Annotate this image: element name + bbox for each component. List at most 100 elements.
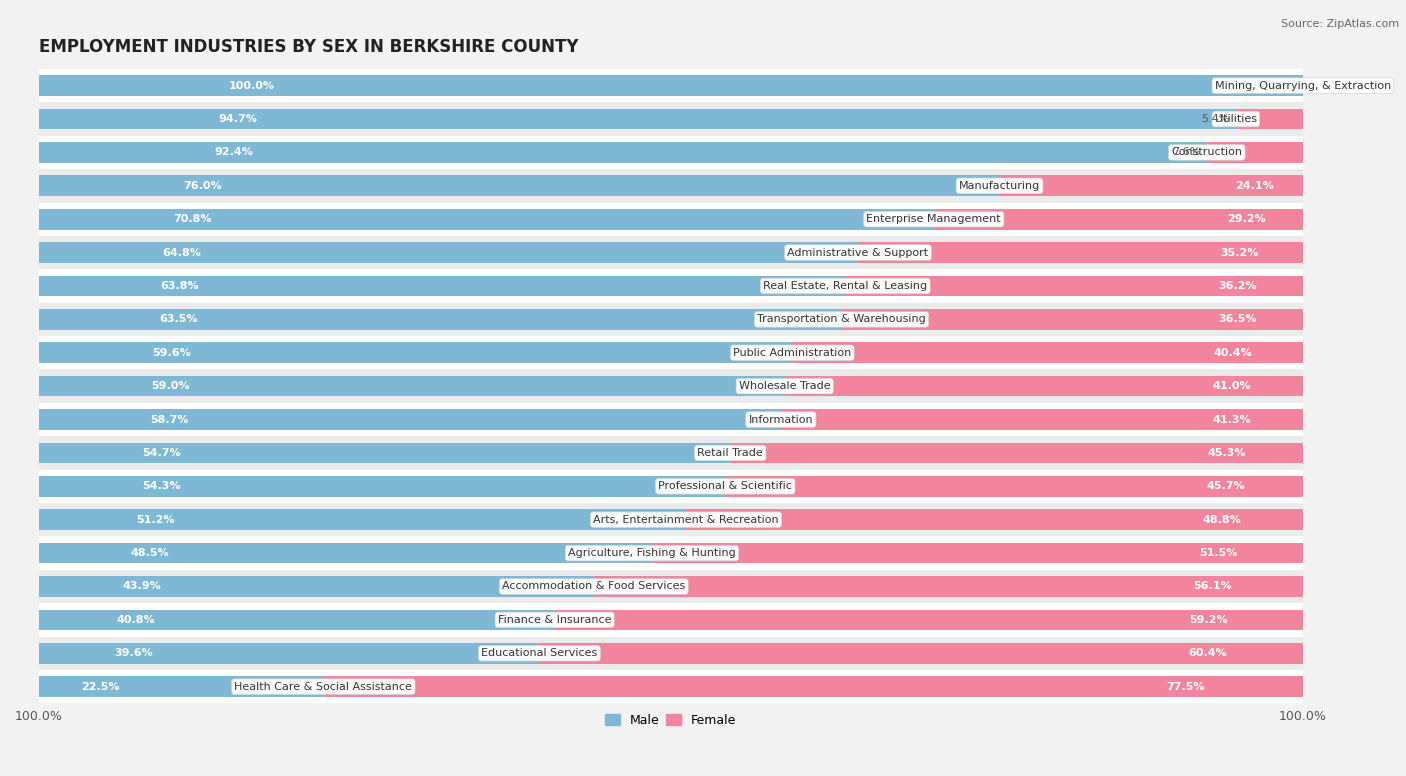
Bar (39, 476, 725, 497)
Text: Manufacturing: Manufacturing (959, 181, 1040, 191)
Bar (39, 542, 652, 563)
Bar (39, 570, 1303, 603)
Text: 56.1%: 56.1% (1194, 581, 1232, 591)
Text: 100.0%: 100.0% (229, 81, 274, 91)
Bar (39, 269, 1303, 303)
Bar (652, 542, 1303, 563)
Text: 63.8%: 63.8% (160, 281, 198, 291)
Bar (858, 242, 1303, 263)
Text: 51.2%: 51.2% (136, 514, 174, 525)
Bar (39, 609, 554, 630)
Text: Administrative & Support: Administrative & Support (787, 248, 928, 258)
Text: 7.6%: 7.6% (1173, 147, 1201, 158)
Text: 29.2%: 29.2% (1227, 214, 1265, 224)
Text: 40.8%: 40.8% (117, 615, 155, 625)
Text: Transportation & Warehousing: Transportation & Warehousing (758, 314, 927, 324)
Bar (780, 409, 1303, 430)
Text: 51.5%: 51.5% (1199, 548, 1237, 558)
Bar (39, 69, 1303, 102)
Bar (39, 309, 842, 330)
Bar (39, 175, 1000, 196)
Text: EMPLOYMENT INDUSTRIES BY SEX IN BERKSHIRE COUNTY: EMPLOYMENT INDUSTRIES BY SEX IN BERKSHIR… (39, 38, 578, 57)
Bar (540, 643, 1303, 663)
Text: 35.2%: 35.2% (1220, 248, 1258, 258)
Bar (39, 275, 845, 296)
Text: Finance & Insurance: Finance & Insurance (498, 615, 612, 625)
Text: Real Estate, Rental & Leasing: Real Estate, Rental & Leasing (763, 281, 928, 291)
Bar (39, 369, 1303, 403)
Bar (39, 442, 730, 463)
Bar (934, 209, 1303, 230)
Bar (845, 275, 1303, 296)
Bar (39, 503, 1303, 536)
Text: 54.3%: 54.3% (142, 481, 180, 491)
Bar (39, 169, 1303, 203)
Text: 40.4%: 40.4% (1213, 348, 1251, 358)
Text: 41.0%: 41.0% (1212, 381, 1251, 391)
Bar (39, 376, 785, 397)
Bar (39, 576, 593, 597)
Text: 63.5%: 63.5% (159, 314, 198, 324)
Bar (39, 509, 686, 530)
Bar (39, 303, 1303, 336)
Bar (39, 409, 780, 430)
Text: 59.2%: 59.2% (1189, 615, 1227, 625)
Bar (1236, 109, 1305, 130)
Bar (39, 75, 1303, 96)
Text: Enterprise Management: Enterprise Management (866, 214, 1001, 224)
Text: 43.9%: 43.9% (122, 581, 160, 591)
Bar (39, 209, 934, 230)
Text: 39.6%: 39.6% (114, 648, 153, 658)
Text: 64.8%: 64.8% (162, 248, 201, 258)
Bar (593, 576, 1303, 597)
Bar (39, 677, 323, 697)
Text: Construction: Construction (1171, 147, 1243, 158)
Text: 22.5%: 22.5% (82, 681, 120, 691)
Bar (1206, 142, 1303, 163)
Bar (39, 603, 1303, 636)
Bar (39, 643, 540, 663)
Bar (686, 509, 1303, 530)
Legend: Male, Female: Male, Female (600, 709, 741, 732)
Text: Retail Trade: Retail Trade (697, 448, 763, 458)
Bar (323, 677, 1303, 697)
Text: 36.5%: 36.5% (1218, 314, 1257, 324)
Bar (785, 376, 1303, 397)
Bar (39, 242, 858, 263)
Text: Health Care & Social Assistance: Health Care & Social Assistance (235, 681, 412, 691)
Text: Educational Services: Educational Services (481, 648, 598, 658)
Text: Utilities: Utilities (1215, 114, 1257, 124)
Bar (39, 142, 1206, 163)
Bar (39, 236, 1303, 269)
Bar (842, 309, 1303, 330)
Text: Wholesale Trade: Wholesale Trade (738, 381, 831, 391)
Text: 59.6%: 59.6% (152, 348, 191, 358)
Bar (39, 203, 1303, 236)
Text: 70.8%: 70.8% (173, 214, 212, 224)
Text: Arts, Entertainment & Recreation: Arts, Entertainment & Recreation (593, 514, 779, 525)
Text: 36.2%: 36.2% (1219, 281, 1257, 291)
Text: 76.0%: 76.0% (183, 181, 222, 191)
Bar (792, 342, 1303, 363)
Text: Accommodation & Food Services: Accommodation & Food Services (502, 581, 686, 591)
Bar (39, 469, 1303, 503)
Text: 48.8%: 48.8% (1202, 514, 1241, 525)
Text: 92.4%: 92.4% (214, 147, 253, 158)
Text: Agriculture, Fishing & Hunting: Agriculture, Fishing & Hunting (568, 548, 735, 558)
Text: 94.7%: 94.7% (218, 114, 257, 124)
Text: 48.5%: 48.5% (131, 548, 170, 558)
Bar (554, 609, 1303, 630)
Text: 24.1%: 24.1% (1234, 181, 1274, 191)
Text: 41.3%: 41.3% (1212, 414, 1251, 424)
Text: 60.4%: 60.4% (1188, 648, 1226, 658)
Bar (39, 436, 1303, 469)
Bar (725, 476, 1303, 497)
Text: 54.7%: 54.7% (142, 448, 181, 458)
Bar (39, 136, 1303, 169)
Text: Information: Information (748, 414, 813, 424)
Bar (730, 442, 1303, 463)
Text: Professional & Scientific: Professional & Scientific (658, 481, 792, 491)
Text: 5.4%: 5.4% (1201, 114, 1230, 124)
Bar (39, 403, 1303, 436)
Bar (39, 109, 1236, 130)
